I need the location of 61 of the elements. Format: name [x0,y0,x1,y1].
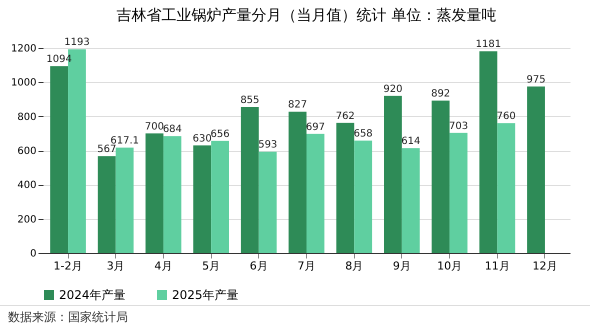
x-tick-label: 4月 [154,260,172,272]
chart-title: 吉林省工业锅炉产量分月（当月值）统计 单位：蒸发量吨 [116,6,496,24]
data-label: 593 [258,140,278,151]
data-label: 1181 [476,39,502,50]
x-tick-label: 9月 [392,260,411,272]
bar [384,96,402,253]
bar [98,156,116,253]
legend-label: 2024年产量 [59,288,126,302]
data-label: 703 [448,120,468,132]
data-label: 760 [496,111,516,122]
x-tick-label: 5月 [202,260,220,272]
bar [211,140,229,253]
y-tick-label: 0 [30,248,36,260]
y-tick-label: 600 [17,146,36,157]
x-tick-label: 8月 [345,260,364,272]
x-tick-label: 10月 [437,260,462,272]
bar [354,140,372,253]
x-tick-label: 12月 [532,260,558,272]
x-tick-label: 1-2月 [54,260,83,272]
data-label: 567 [97,144,116,156]
y-tick-label: 1000 [11,78,36,89]
bar [50,66,68,253]
x-tick-label: 6月 [250,260,268,272]
x-tick-label: 11月 [484,260,510,272]
data-label: 762 [336,110,355,122]
data-label: 892 [431,88,450,100]
data-label: 1193 [64,37,90,48]
bar [306,134,324,253]
bar [146,133,164,253]
bar [288,112,306,253]
data-label: 975 [526,74,546,86]
bar [497,123,516,253]
data-label: 656 [210,128,230,140]
bar [258,152,277,253]
y-tick-label: 400 [17,180,36,192]
bar [116,148,134,253]
data-label: 630 [192,133,212,144]
data-label: 920 [383,84,402,95]
data-label: 614 [401,136,420,148]
bar [240,106,259,253]
bar [402,148,420,253]
data-label: 855 [240,94,260,106]
data-label: 684 [162,124,182,136]
data-label: 827 [288,100,308,111]
data-label: 700 [144,121,164,132]
bar [450,132,468,253]
bar [163,136,182,253]
y-tick-label: 800 [17,112,36,123]
x-tick-label: 3月 [106,260,125,272]
data-label: 697 [306,122,325,133]
x-tick-label: 7月 [298,260,316,272]
bar [336,122,354,253]
legend-label: 2025年产量 [172,288,239,302]
bar [527,86,545,253]
bar [432,100,450,253]
y-tick-label: 1200 [11,44,36,54]
y-tick-label: 200 [17,214,36,226]
bar [479,51,498,253]
source-note: 数据来源：国家统计局 [8,310,128,324]
data-label: 658 [354,128,373,140]
bar [193,145,212,253]
